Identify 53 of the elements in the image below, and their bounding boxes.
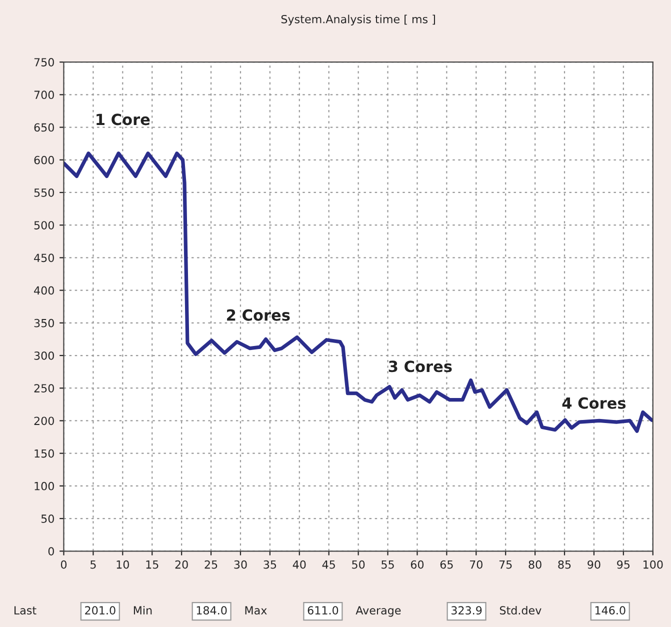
x-tick-label: 15 xyxy=(146,560,158,569)
x-tick-label: 10 xyxy=(116,560,129,569)
y-tick-label: 100 xyxy=(34,482,54,490)
text: 323.9 xyxy=(451,606,482,615)
y-tick-label: 450 xyxy=(34,254,54,262)
text: Std.dev xyxy=(500,606,542,615)
line-series xyxy=(64,152,653,433)
annotation: 4 Cores xyxy=(562,397,626,409)
y-tick-label: 150 xyxy=(34,449,54,458)
x-tick-label: 80 xyxy=(528,560,542,569)
text: 184.0 xyxy=(196,606,227,615)
y-tick-label: 700 xyxy=(34,90,54,100)
text: 611.0 xyxy=(308,606,338,615)
y-tick-label: 300 xyxy=(34,351,54,360)
annotation: 3 Cores xyxy=(388,360,452,372)
y-tick-label: 50 xyxy=(41,514,54,523)
x-tick-label: 35 xyxy=(264,560,276,569)
x-tick-label: 50 xyxy=(352,560,365,569)
x-tick-label: 95 xyxy=(617,560,630,569)
text: 201.0 xyxy=(85,606,116,615)
y-tick-label: 250 xyxy=(34,384,54,392)
x-tick-label: 0 xyxy=(60,560,67,569)
y-tick-label: 350 xyxy=(34,318,54,328)
x-tick-label: 75 xyxy=(499,560,512,569)
y-tick-label: 750 xyxy=(34,58,54,66)
y-tick-label: 550 xyxy=(34,188,54,197)
y-tick-label: 650 xyxy=(34,123,54,132)
y-tick-label: 400 xyxy=(34,286,54,295)
text: Last xyxy=(14,606,36,615)
x-tick-label: 85 xyxy=(558,560,571,569)
x-tick-label: 5 xyxy=(90,560,96,569)
text: Average xyxy=(356,606,401,617)
chart-title: System.Analysis time [ ms ] xyxy=(281,14,435,26)
x-tick-label: 20 xyxy=(175,560,188,569)
y-tick-label: 500 xyxy=(34,221,54,230)
x-tick-label: 25 xyxy=(204,560,218,569)
annotation: 2 Cores xyxy=(227,309,290,321)
annotation: 1 Core xyxy=(96,114,150,126)
x-tick-label: 90 xyxy=(588,560,600,569)
x-tick-label: 60 xyxy=(410,560,424,569)
x-tick-label: 55 xyxy=(382,560,394,569)
x-tick-label: 70 xyxy=(470,560,482,569)
x-tick-label: 30 xyxy=(234,560,247,569)
x-tick-label: 40 xyxy=(292,560,306,569)
text: Max xyxy=(245,606,267,615)
x-tick-label: 45 xyxy=(322,560,335,569)
text: 146.0 xyxy=(595,606,626,615)
x-tick-label: 100 xyxy=(644,560,663,569)
y-tick-label: 200 xyxy=(34,416,54,426)
y-tick-label: 600 xyxy=(34,156,54,164)
x-tick-label: 65 xyxy=(440,560,453,569)
text: Min xyxy=(134,606,152,614)
y-tick-label: 0 xyxy=(48,547,54,556)
